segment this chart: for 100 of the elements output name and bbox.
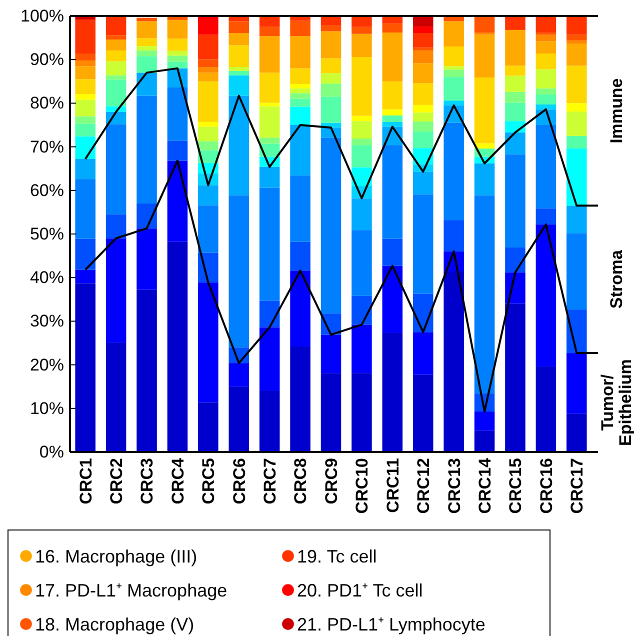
bar — [75, 124, 96, 136]
bar — [136, 228, 157, 290]
bar — [444, 77, 464, 101]
bar — [259, 390, 280, 452]
bar — [505, 102, 526, 122]
bar — [412, 16, 434, 26]
bar — [75, 179, 96, 239]
bar — [505, 248, 526, 272]
bar — [259, 16, 280, 27]
y-tick-label: 90% — [30, 50, 64, 70]
y-tick-label: 20% — [30, 355, 64, 374]
x-tick-label: CRC17 — [568, 458, 587, 514]
bar — [106, 80, 126, 106]
bar — [228, 386, 250, 452]
bar — [228, 67, 250, 71]
bar — [320, 26, 342, 32]
bar — [566, 136, 587, 149]
bar — [228, 363, 250, 387]
bar — [566, 40, 587, 44]
bar — [412, 47, 434, 50]
x-tick-label: CRC2 — [107, 458, 126, 504]
bar — [352, 373, 372, 452]
bar — [352, 26, 372, 34]
bar — [106, 35, 126, 40]
bar — [290, 106, 310, 125]
bar — [106, 238, 126, 343]
bar — [474, 16, 495, 33]
bar — [228, 33, 250, 46]
bar — [259, 102, 280, 106]
bar — [382, 32, 403, 82]
bar — [259, 36, 280, 73]
bar — [259, 72, 280, 103]
bar — [136, 50, 157, 56]
bar — [167, 62, 188, 68]
bar — [412, 104, 434, 112]
legend-label: 20. PD1⁺ Tc cell — [297, 580, 423, 600]
bar — [382, 122, 403, 127]
bar — [352, 198, 372, 230]
bar — [259, 166, 280, 188]
bar — [352, 296, 372, 325]
x-tick-label: CRC10 — [352, 458, 372, 514]
x-tick-label: CRC8 — [291, 458, 310, 504]
bar — [198, 16, 218, 35]
bar — [382, 266, 403, 333]
x-tick-label: CRC3 — [138, 458, 157, 504]
x-tick-label: CRC16 — [536, 458, 556, 514]
bar — [412, 83, 434, 105]
bar — [136, 96, 157, 204]
bar — [167, 88, 188, 141]
bar — [536, 208, 556, 224]
bar — [412, 194, 434, 294]
y-tick-label: 10% — [30, 398, 64, 418]
bar — [382, 145, 403, 239]
bar — [106, 50, 126, 62]
bar — [198, 59, 218, 68]
bar — [352, 230, 372, 296]
bar — [566, 44, 587, 66]
bar — [505, 92, 526, 103]
y-tick-label: 60% — [30, 180, 64, 200]
bar — [566, 148, 587, 206]
bar — [320, 334, 342, 374]
bar — [505, 304, 526, 452]
bar — [75, 283, 96, 452]
bar — [536, 104, 556, 110]
x-tick-label: CRC4 — [168, 457, 188, 504]
bar — [290, 36, 310, 68]
bar — [536, 69, 556, 88]
y-tick-label: 30% — [30, 312, 64, 331]
x-tick-label: CRC13 — [444, 458, 464, 514]
bar — [75, 19, 96, 54]
bar — [352, 324, 372, 374]
y-tick-label: 50% — [30, 224, 64, 244]
bar — [444, 271, 464, 452]
bar — [167, 38, 188, 51]
bar — [106, 124, 126, 214]
bar — [444, 66, 464, 70]
bar — [198, 205, 218, 253]
bar — [505, 76, 526, 92]
bar — [505, 66, 526, 76]
bar — [75, 116, 96, 124]
bar — [536, 53, 556, 70]
bar — [75, 270, 96, 284]
bar — [444, 21, 464, 47]
text: Tumor/ Epithelium — [598, 359, 634, 446]
bar — [198, 81, 218, 122]
y-tick-label: 100% — [20, 6, 64, 26]
bar — [75, 100, 96, 116]
bar — [320, 84, 342, 97]
bar — [106, 342, 126, 452]
bar — [536, 88, 556, 94]
bar — [106, 214, 126, 238]
bar — [136, 21, 157, 38]
bar — [412, 50, 434, 64]
bar — [536, 125, 556, 208]
bar — [352, 121, 372, 139]
y-tick-label: 70% — [30, 137, 64, 156]
bar — [382, 332, 403, 452]
bar — [290, 242, 310, 271]
bar — [75, 79, 96, 94]
bar — [136, 46, 157, 50]
